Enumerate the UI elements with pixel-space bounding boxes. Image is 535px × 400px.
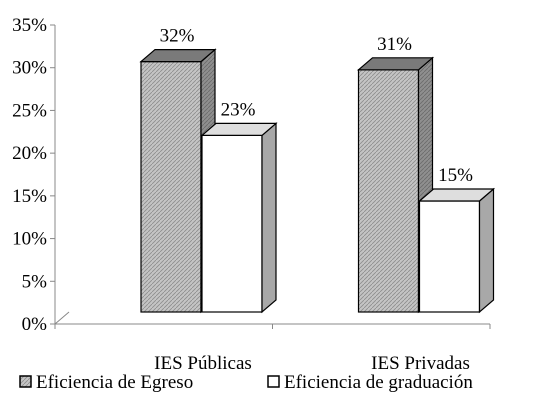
bar-side	[478, 187, 495, 314]
x-category-label: IES Privadas	[371, 353, 470, 374]
data-label: 23%	[221, 99, 256, 120]
data-label: 31%	[377, 34, 412, 55]
legend: Eficiencia de Egreso Eficiencia de gradua…	[19, 372, 473, 393]
bar-top	[417, 188, 496, 202]
x-category-label: IES Públicas	[154, 353, 252, 374]
bar-front	[418, 200, 481, 313]
bar-front	[201, 134, 263, 313]
bar-side	[261, 122, 277, 314]
legend-swatch-graduacion	[267, 375, 280, 388]
bar-front	[357, 69, 420, 313]
y-tick-label: 25%	[12, 100, 47, 121]
bars	[139, 48, 496, 314]
y-tick-label: 20%	[12, 143, 47, 164]
data-labels: 32% 23% IES Públicas 31% 15% IES Privadas	[154, 26, 473, 374]
data-label: 15%	[438, 165, 473, 186]
data-label: 32%	[160, 26, 195, 47]
y-tick-label: 10%	[12, 229, 47, 250]
y-tick-label: 15%	[12, 186, 47, 207]
legend-swatch-egreso	[19, 375, 32, 388]
y-tick-label: 0%	[22, 314, 48, 335]
bar-top	[356, 57, 435, 71]
legend-label-egreso: Eficiencia de Egreso	[36, 372, 193, 393]
axes: 0% 5% 10% 15% 20% 25% 30% 35%	[12, 15, 491, 335]
bar-front	[140, 60, 202, 313]
legend-label-graduacion: Eficiencia de graduación	[284, 372, 473, 393]
y-tick-label: 35%	[12, 15, 47, 36]
floor-edge	[54, 311, 70, 325]
y-tick-label: 5%	[22, 271, 48, 292]
y-tick-label: 30%	[12, 58, 47, 79]
bar-top	[139, 48, 217, 63]
bar-top	[200, 122, 278, 136]
